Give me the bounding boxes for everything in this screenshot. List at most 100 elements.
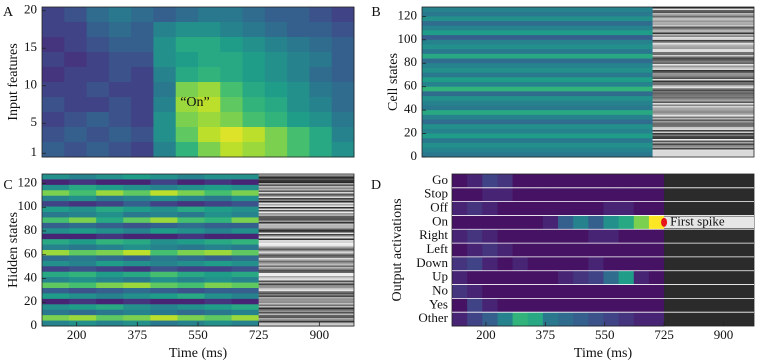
post-window <box>258 264 354 266</box>
y-tick-label: 1 <box>31 144 38 159</box>
post-window <box>652 34 754 36</box>
post-window <box>652 68 754 71</box>
heatmap-cell <box>603 174 620 189</box>
post-window <box>258 319 354 322</box>
heatmap-cell <box>175 112 199 128</box>
post-window <box>652 137 754 140</box>
heatmap-cell <box>42 250 70 256</box>
post-window <box>258 294 354 296</box>
heatmap-cell <box>69 201 97 208</box>
heatmap-cell <box>633 187 650 203</box>
post-window <box>258 177 354 179</box>
post-window <box>258 237 354 239</box>
post-window <box>652 67 754 69</box>
heatmap-cell <box>96 195 124 202</box>
heatmap-cell <box>204 309 233 316</box>
post-window <box>652 127 754 129</box>
heatmap-cell <box>512 270 529 286</box>
heatmap-cell <box>198 67 221 83</box>
heatmap-cell <box>123 304 151 311</box>
heatmap-cell <box>242 7 266 23</box>
post-window <box>652 25 754 27</box>
heatmap-cell <box>633 298 650 313</box>
heatmap-cell <box>150 266 178 273</box>
heatmap-cell <box>573 215 589 230</box>
heatmap-cell <box>69 250 97 256</box>
heatmap-cell <box>108 127 132 143</box>
heatmap-cell <box>527 312 544 327</box>
post-window <box>652 125 754 128</box>
heatmap-cell <box>150 217 178 224</box>
heatmap-cell <box>482 243 498 258</box>
heatmap-cell <box>204 298 233 305</box>
heatmap-cell <box>512 187 529 203</box>
post-window <box>652 92 754 95</box>
heatmap-cell <box>150 244 178 251</box>
heatmap-cell <box>573 256 589 272</box>
y-tick-label: Left <box>426 241 448 256</box>
heatmap-cell <box>96 239 124 246</box>
heatmap-cell <box>527 284 544 299</box>
heatmap-cell <box>177 304 205 311</box>
post-window <box>258 301 354 304</box>
heatmap-cell <box>542 312 559 327</box>
heatmap-cell <box>204 174 233 180</box>
post-window <box>652 131 754 134</box>
heatmap-cell <box>422 77 654 83</box>
heatmap-cell <box>422 44 654 50</box>
post-window <box>652 46 754 48</box>
heatmap-cell <box>231 309 260 316</box>
heatmap-cell <box>422 63 654 69</box>
heatmap-cell <box>150 298 178 305</box>
heatmap-cell <box>482 298 498 313</box>
heatmap-cell <box>175 52 199 68</box>
post-window <box>652 26 754 29</box>
heatmap-cell <box>331 7 355 23</box>
heatmap-cell <box>96 179 124 186</box>
heatmap-cell <box>309 67 333 83</box>
heatmap-cell <box>331 112 355 128</box>
heatmap-cell <box>150 201 178 208</box>
post-window <box>258 303 354 305</box>
x-axis-label: Time (ms) <box>169 346 228 361</box>
heatmap-cell <box>527 215 544 230</box>
post-window <box>652 64 754 66</box>
heatmap-cell <box>177 320 205 327</box>
heatmap-cell <box>86 82 110 98</box>
y-tick-label: 100 <box>398 31 418 46</box>
heatmap-cell <box>648 312 665 327</box>
heatmap-cell <box>96 174 124 180</box>
heatmap-cell <box>231 255 260 262</box>
heatmap-cell <box>573 229 589 244</box>
heatmap-cell <box>123 266 151 273</box>
heatmap-cell <box>648 229 665 244</box>
heatmap-cell <box>198 142 221 158</box>
heatmap-cell <box>422 142 654 149</box>
post-window <box>652 43 754 45</box>
post-window <box>652 38 754 41</box>
post-window <box>652 52 754 54</box>
heatmap-cell <box>96 309 124 316</box>
heatmap-cell <box>309 142 333 158</box>
post-window <box>652 86 754 89</box>
heatmap-cell <box>204 184 233 191</box>
post-window <box>258 175 354 178</box>
post-window <box>258 273 354 275</box>
heatmap-cell <box>69 239 97 246</box>
heatmap-cell <box>264 37 288 53</box>
heatmap-cell <box>123 206 151 213</box>
heatmap-cell <box>231 195 260 202</box>
heatmap-cell <box>422 21 654 27</box>
heatmap-cell <box>108 52 132 68</box>
heatmap-cell <box>231 260 260 267</box>
heatmap-cell <box>42 320 70 327</box>
post-window <box>652 107 754 110</box>
heatmap-cell <box>242 82 266 98</box>
heatmap-cell <box>422 119 654 125</box>
heatmap-cell <box>648 201 665 216</box>
heatmap-cell <box>198 82 221 98</box>
y-tick-label: Down <box>416 255 448 270</box>
heatmap-cell <box>231 222 260 229</box>
post-window <box>258 306 354 308</box>
post-window <box>652 139 754 141</box>
